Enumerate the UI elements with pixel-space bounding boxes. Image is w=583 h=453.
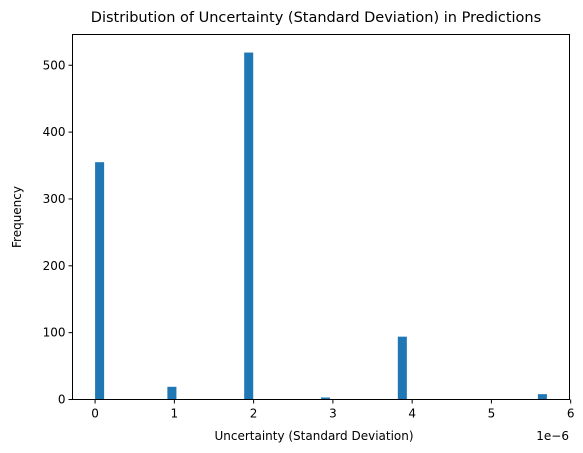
x-axis-offset-label: 1e−6 [536, 429, 569, 443]
x-tick-label: 3 [329, 407, 337, 421]
plot-area-frame [72, 34, 570, 400]
x-tick-label: 4 [408, 407, 416, 421]
y-tick-label: 200 [43, 259, 66, 273]
x-tick-label: 0 [91, 407, 99, 421]
y-axis-label: Frequency [10, 186, 24, 248]
histogram-bar [397, 336, 407, 400]
y-tick-label: 400 [43, 125, 66, 139]
chart-title: Distribution of Uncertainty (Standard De… [91, 10, 541, 26]
y-tick-label: 0 [58, 393, 66, 407]
y-tick-label: 100 [43, 326, 66, 340]
bars-group [95, 52, 547, 400]
x-tick-label: 5 [488, 407, 496, 421]
x-axis-label: Uncertainty (Standard Deviation) [214, 429, 413, 443]
x-axis-ticks: 0 1 2 3 4 5 6 [91, 399, 575, 421]
histogram-bar [167, 386, 177, 400]
histogram-bar [537, 394, 547, 400]
histogram-bar [321, 397, 331, 400]
y-tick-label: 300 [43, 192, 66, 206]
histogram-bar [95, 162, 105, 400]
x-tick-label: 6 [567, 407, 575, 421]
histogram-bar [244, 52, 254, 400]
y-axis-ticks: 0 100 200 300 400 500 [43, 58, 73, 407]
x-tick-label: 1 [171, 407, 179, 421]
y-tick-label: 500 [43, 58, 66, 72]
x-tick-label: 2 [250, 407, 258, 421]
